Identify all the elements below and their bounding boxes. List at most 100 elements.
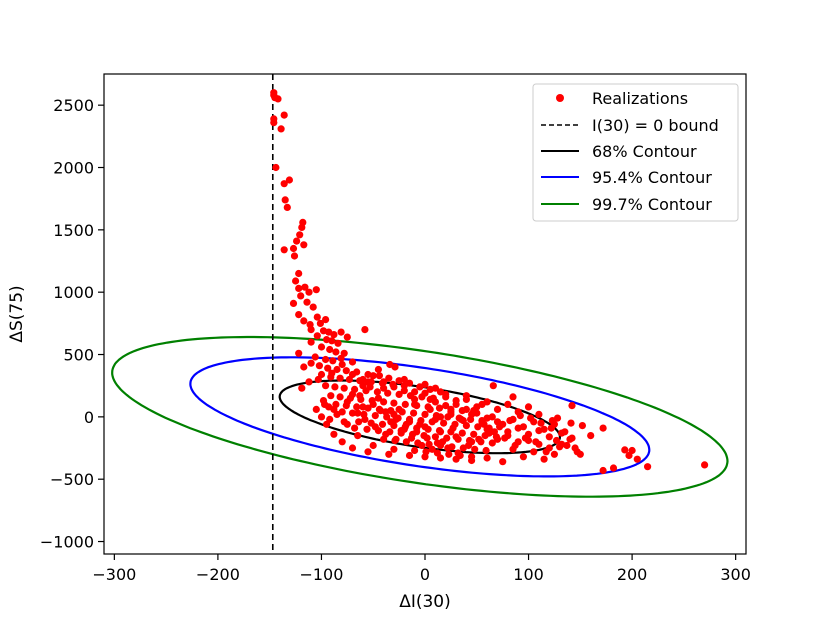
realization-point	[542, 448, 550, 456]
realization-point	[401, 400, 409, 408]
realization-point	[330, 331, 338, 339]
realization-point	[283, 203, 291, 211]
realization-point	[431, 415, 439, 423]
realization-point	[290, 252, 299, 260]
legend-label-954: 95.4% Contour	[592, 168, 712, 187]
realization-point	[270, 119, 278, 127]
realization-point	[475, 435, 483, 443]
realization-point	[371, 412, 379, 420]
realization-point	[338, 360, 346, 369]
realization-point	[351, 424, 359, 432]
realization-point	[375, 372, 383, 380]
realization-point	[390, 383, 398, 391]
realization-point	[395, 405, 403, 413]
realization-point	[285, 176, 293, 184]
y-tick-label: −1000	[40, 533, 94, 552]
realization-point	[482, 446, 490, 455]
realization-point	[295, 349, 303, 357]
realization-point	[567, 419, 575, 427]
realization-point	[501, 434, 509, 442]
realization-point	[532, 438, 540, 446]
realization-point	[395, 390, 403, 398]
realization-point	[400, 375, 408, 384]
realization-point	[413, 428, 421, 436]
realization-point	[311, 353, 319, 361]
realization-point	[490, 428, 498, 436]
x-tick-label: 200	[617, 565, 648, 584]
realization-point	[439, 438, 447, 446]
y-tick-label: 0	[84, 408, 94, 427]
realization-point	[440, 419, 448, 427]
realization-point	[402, 438, 410, 446]
realization-point	[333, 365, 341, 374]
realization-point	[300, 363, 308, 371]
x-tick-label: 300	[720, 565, 751, 584]
x-tick-label: −100	[299, 565, 343, 584]
realization-point	[599, 466, 607, 475]
x-axis-label: ΔI(30)	[399, 592, 451, 612]
realization-point	[292, 277, 300, 285]
realization-point	[307, 359, 315, 367]
realization-point	[421, 410, 429, 418]
realization-point	[470, 407, 478, 415]
realization-point	[359, 375, 367, 384]
realization-point	[435, 404, 444, 412]
realization-point	[568, 434, 576, 442]
realization-point	[317, 343, 326, 351]
realization-point	[322, 316, 330, 324]
realization-point	[384, 389, 392, 397]
realization-point	[452, 433, 460, 441]
realization-point	[540, 455, 548, 463]
realization-point	[392, 435, 400, 443]
realization-point	[295, 284, 303, 292]
realization-point	[348, 370, 357, 379]
realization-point	[418, 441, 426, 450]
realization-point	[327, 392, 335, 400]
realization-point	[499, 458, 507, 466]
realization-point	[300, 241, 308, 249]
realization-point	[361, 326, 369, 334]
realization-point	[315, 362, 323, 370]
realization-point	[305, 378, 313, 386]
realization-point	[400, 387, 408, 395]
realization-point	[462, 405, 470, 413]
realization-point	[483, 414, 491, 422]
realization-point	[277, 125, 285, 133]
y-tick-label: 1000	[53, 283, 94, 302]
realization-point	[321, 400, 329, 408]
realization-point	[442, 402, 450, 410]
realization-point	[348, 390, 357, 398]
realization-point	[343, 398, 351, 406]
realization-point	[431, 384, 439, 392]
realization-point	[298, 223, 306, 231]
realization-point	[364, 448, 372, 456]
realization-point	[330, 405, 338, 413]
realization-point	[355, 418, 363, 426]
legend-marker-realizations	[556, 94, 564, 102]
y-tick-label: 1500	[53, 221, 94, 240]
x-axis-ticks: −300 −200 −100 0 100 200 300	[92, 554, 751, 584]
realization-point	[343, 333, 351, 341]
realization-point	[402, 420, 410, 428]
realization-point	[573, 448, 581, 456]
realization-point	[354, 432, 362, 440]
realization-point	[462, 392, 470, 400]
realization-point	[348, 444, 357, 452]
legend-label-bound: I(30) = 0 bound	[592, 116, 719, 135]
realization-point	[293, 237, 301, 245]
x-tick-label: 0	[420, 565, 430, 584]
realization-point	[452, 397, 460, 405]
realization-point	[471, 445, 479, 453]
realization-point	[361, 415, 369, 423]
realization-point	[411, 400, 419, 408]
realization-point	[563, 441, 571, 450]
realization-point	[385, 450, 393, 458]
realization-point	[382, 430, 390, 438]
realization-point	[537, 419, 545, 427]
realization-point	[553, 414, 562, 422]
realization-point	[374, 394, 382, 402]
realization-point	[348, 358, 357, 366]
realization-point	[535, 427, 543, 435]
realization-point	[297, 292, 305, 300]
